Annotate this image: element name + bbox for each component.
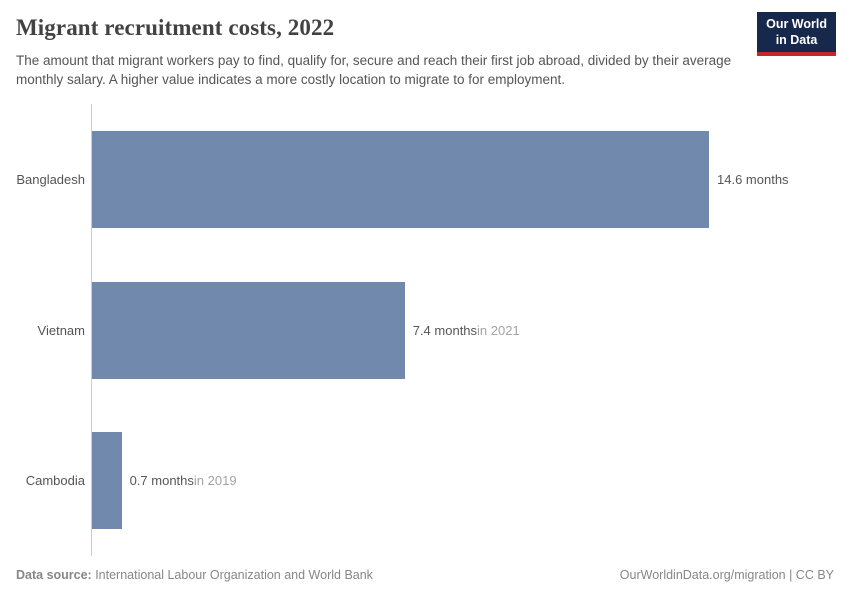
- bar-row-vietnam: Vietnam 7.4 monthsin 2021: [0, 255, 850, 406]
- value-text: 7.4 months: [412, 322, 478, 338]
- chart-subtitle: The amount that migrant workers pay to f…: [16, 52, 732, 88]
- bar-row-bangladesh: Bangladesh 14.6 months: [0, 104, 850, 255]
- data-source: Data source: International Labour Organi…: [16, 568, 373, 582]
- value-label: 0.7 monthsin 2019: [130, 473, 237, 488]
- time-note: in 2021: [477, 322, 520, 338]
- chart-header: Migrant recruitment costs, 2022 The amou…: [16, 12, 836, 90]
- bar-cambodia[interactable]: [92, 432, 122, 530]
- bar-vietnam[interactable]: [92, 281, 405, 379]
- value-text: 0.7 months: [129, 473, 194, 489]
- bar-rows: Bangladesh 14.6 months Vietnam 7.4 monthsin…: [0, 104, 850, 556]
- value-label: 7.4 monthsin 2021: [413, 323, 520, 338]
- value-label: 14.6 months: [717, 172, 789, 187]
- category-label: Vietnam: [37, 322, 85, 338]
- bar-bangladesh[interactable]: [92, 130, 709, 228]
- attribution: OurWorldinData.org/migration | CC BY: [619, 568, 834, 582]
- owid-logo: Our World in Data: [757, 12, 836, 57]
- category-label: Cambodia: [25, 473, 85, 489]
- value-text: 14.6 months: [717, 171, 789, 187]
- chart-title: Migrant recruitment costs, 2022: [16, 15, 335, 40]
- data-source-label: Data source:: [16, 568, 92, 582]
- category-label: Bangladesh: [16, 171, 85, 187]
- bar-chart: Bangladesh 14.6 months Vietnam 7.4 monthsin…: [0, 104, 850, 556]
- chart-footer: Data source: International Labour Organi…: [16, 568, 834, 582]
- bar-row-cambodia: Cambodia 0.7 monthsin 2019: [0, 405, 850, 556]
- data-source-value: International Labour Organization and Wo…: [91, 568, 373, 582]
- owid-logo-line1: Our World: [766, 17, 827, 31]
- time-note: in 2019: [193, 473, 237, 489]
- owid-logo-line2: in Data: [775, 32, 818, 47]
- y-axis-line: [91, 104, 92, 556]
